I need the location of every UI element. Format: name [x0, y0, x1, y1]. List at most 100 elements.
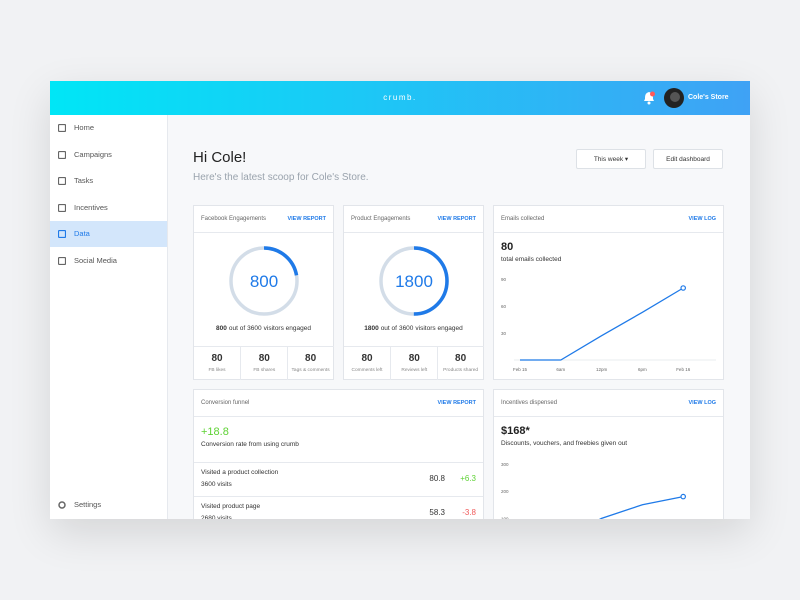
caption-part: 800: [216, 325, 227, 332]
icon-shape: [58, 501, 66, 509]
card-title: Product Engagements: [351, 216, 411, 222]
sidebar: Home Campaigns Tasks Incentives Data Social M…: [50, 115, 168, 519]
card-header: Facebook Engagements VIEW REPORT: [194, 206, 333, 233]
nav-item[interactable]: Tasks: [50, 168, 167, 194]
x-tick-label: 6am: [556, 367, 565, 372]
period-dropdown[interactable]: This week ▾: [576, 149, 646, 169]
gauge-caption: 1800 out of 3600 visitors engaged: [344, 325, 483, 332]
stat-value: 80: [408, 353, 420, 364]
row-name: Visited a product collection: [201, 469, 279, 476]
caption-part: out of: [380, 325, 397, 332]
period-label: This week: [593, 156, 624, 163]
edit-dashboard-button[interactable]: Edit dashboard: [653, 149, 723, 169]
notification-bell[interactable]: [643, 91, 655, 105]
x-tick-label: Feb 15: [513, 367, 528, 372]
card-header: Product Engagements VIEW REPORT: [344, 206, 483, 233]
stat: 80 FB likes: [194, 346, 240, 380]
row-name: Visited product page: [201, 503, 261, 510]
stat: 80 Tags & comments: [286, 346, 334, 380]
stat: 80 Comments left: [344, 346, 390, 380]
icon-shape: [58, 150, 66, 159]
nav-label: Incentives: [74, 202, 108, 212]
nav-item[interactable]: Data: [50, 221, 167, 248]
nav-icon: [58, 203, 66, 212]
row-visits: 3600 visits: [201, 481, 232, 488]
nav-label: Data: [74, 229, 90, 239]
nav-icon: [58, 124, 66, 132]
stat-value: 80: [211, 353, 223, 364]
card-title: Facebook Engagements: [201, 216, 267, 222]
stat-label: Reviews left: [401, 368, 428, 373]
avatar[interactable]: [664, 88, 684, 108]
stat-label: Tags & comments: [291, 368, 330, 373]
card-title: Incentives dispensed: [501, 400, 558, 406]
x-tick-label: 6pm: [638, 367, 647, 372]
stat-value: 80: [361, 353, 373, 364]
funnel-value: +18.8: [201, 426, 229, 438]
nav-item[interactable]: Settings: [50, 492, 167, 518]
card-header: Emails collected VIEW LOG: [494, 206, 723, 233]
y-tick-label: 90: [501, 277, 507, 282]
card-header: Conversion funnel VIEW REPORT: [194, 390, 483, 417]
stat-label: FB likes: [208, 368, 226, 373]
store-name[interactable]: Cole's Store: [688, 94, 729, 101]
stat-label: Products shared: [443, 368, 479, 373]
gauge: 1800: [379, 246, 449, 316]
nav-label: Campaigns: [74, 149, 112, 159]
row-divider: [194, 462, 483, 463]
nav-item[interactable]: Incentives: [50, 195, 167, 221]
nav-label: Social Media: [74, 256, 117, 265]
gauge-card: Product Engagements VIEW REPORT 1800 1800 ou…: [343, 205, 484, 380]
gauge-arc: [229, 246, 299, 316]
line-chart: 100 200 300: [501, 462, 687, 519]
funnel-caption: Conversion rate from using crumb: [201, 441, 299, 448]
funnel-card: Conversion funnel VIEW REPORT +18.8 Convers…: [193, 389, 484, 519]
card-header: Incentives dispensed VIEW LOG: [494, 390, 723, 417]
caption-part: 3600: [398, 325, 414, 332]
nav-icon: [58, 230, 66, 239]
nav-item[interactable]: Social Media: [50, 248, 167, 274]
card-link[interactable]: VIEW LOG: [688, 400, 717, 406]
caption-part: visitors engaged: [263, 325, 311, 332]
gauge: 800: [229, 246, 299, 316]
icon-shape: [58, 177, 66, 186]
card-title: Conversion funnel: [201, 400, 250, 406]
caption-part: visitors engaged: [415, 325, 463, 332]
row-change: -3.8: [462, 508, 476, 517]
row-visits: 2680 visits: [201, 515, 232, 519]
stat-label: FB shares: [253, 368, 276, 373]
nav-label: Settings: [74, 500, 102, 509]
summary-caption: total emails collected: [501, 256, 562, 263]
nav-item[interactable]: Home: [50, 115, 167, 141]
gauge-arc: [379, 246, 449, 316]
logo[interactable]: crumb.: [383, 93, 417, 102]
row-rate: 80.8: [429, 474, 445, 483]
x-tick-label: 12pm: [596, 367, 608, 372]
icon-shape: [58, 124, 66, 132]
greeting-title: Hi Cole!: [193, 149, 247, 166]
caption-part: out of: [228, 325, 246, 332]
nav-icon: [58, 501, 66, 509]
y-tick-label: 30: [501, 331, 507, 336]
stat-value: 80: [258, 353, 270, 364]
gauge-card: Facebook Engagements VIEW REPORT 800 800 out…: [193, 205, 334, 380]
card-link[interactable]: VIEW REPORT: [287, 216, 326, 222]
card-link[interactable]: VIEW LOG: [688, 216, 717, 222]
icon-shape: [58, 203, 66, 212]
nav-item[interactable]: Campaigns: [50, 142, 167, 168]
icon-shape: [58, 230, 66, 239]
top-bar: crumb. Cole's Store: [50, 81, 750, 115]
icon-shape: [58, 257, 66, 265]
caption-part: 3600: [247, 325, 262, 332]
nav-label: Tasks: [74, 176, 94, 186]
stat-value: 80: [305, 353, 317, 364]
row-divider: [194, 496, 483, 497]
nav-icon: [58, 150, 66, 159]
stat: 80 Reviews left: [390, 346, 438, 380]
x-tick-label: Feb 16: [676, 367, 691, 372]
stat: 80 FB shares: [240, 346, 288, 380]
card-link[interactable]: VIEW REPORT: [437, 216, 476, 222]
greeting-subtitle: Here's the latest scoop for Cole's Store…: [193, 172, 369, 183]
card-link[interactable]: VIEW REPORT: [437, 400, 476, 406]
